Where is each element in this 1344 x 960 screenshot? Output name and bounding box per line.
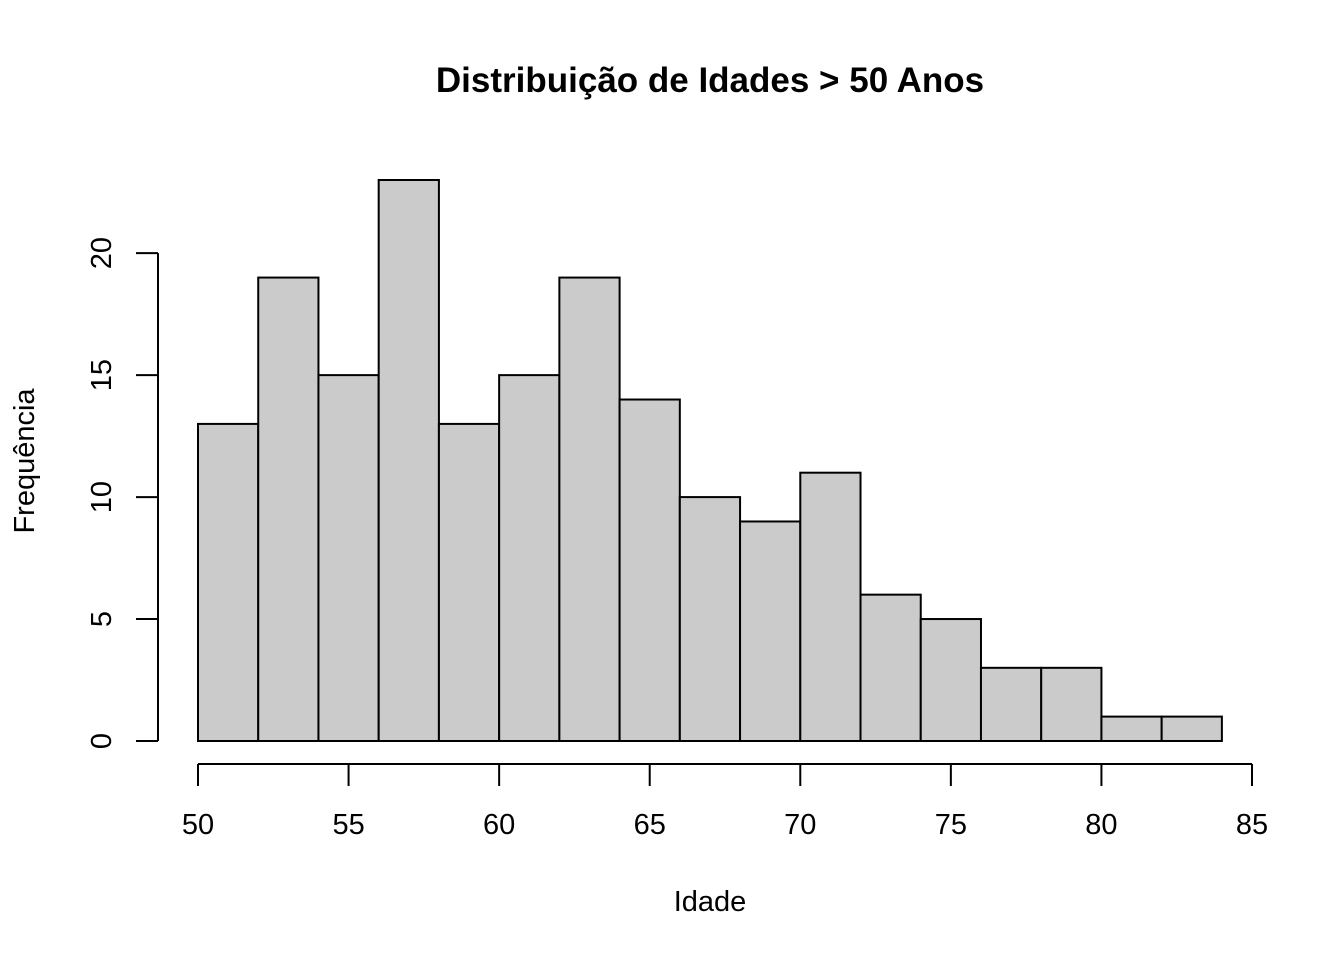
histogram-bar <box>377 179 440 742</box>
y-axis: 0 5 10 15 20 <box>86 237 159 749</box>
y-tick-label: 20 <box>86 237 118 269</box>
y-tick-label: 10 <box>86 481 118 513</box>
histogram-bar <box>799 471 862 742</box>
x-tick-label: 65 <box>634 809 666 841</box>
histogram-bar <box>979 666 1043 743</box>
histogram-bar <box>1100 715 1163 743</box>
x-axis-label: Idade <box>674 886 747 918</box>
x-axis: 50 55 60 65 70 75 80 85 <box>182 763 1268 841</box>
x-tick-label: 80 <box>1085 809 1117 841</box>
bars-group <box>197 179 1223 743</box>
y-tick-label: 5 <box>86 611 118 627</box>
histogram-bar <box>437 422 501 742</box>
chart-title: Distribuição de Idades > 50 Anos <box>436 61 984 100</box>
x-tick-label: 70 <box>784 809 816 841</box>
y-tick-label: 0 <box>86 733 118 749</box>
histogram-bar <box>859 593 922 742</box>
histogram-bar <box>618 398 681 742</box>
histogram-bar <box>558 276 621 742</box>
histogram-bar <box>498 374 561 742</box>
y-tick-label: 15 <box>86 359 118 391</box>
histogram-bar <box>1160 715 1223 743</box>
histogram-bar <box>317 374 380 742</box>
histogram-bar <box>197 422 260 742</box>
histogram-bar <box>678 496 742 742</box>
x-tick-label: 85 <box>1236 809 1268 841</box>
histogram-bar <box>919 618 982 742</box>
histogram-bar <box>1040 666 1103 743</box>
x-tick-label: 60 <box>483 809 515 841</box>
y-axis-label: Frequência <box>9 388 41 534</box>
x-tick-label: 50 <box>182 809 214 841</box>
histogram-bar <box>257 276 320 742</box>
histogram-bar <box>739 520 802 743</box>
x-tick-label: 75 <box>935 809 967 841</box>
x-tick-label: 55 <box>332 809 364 841</box>
